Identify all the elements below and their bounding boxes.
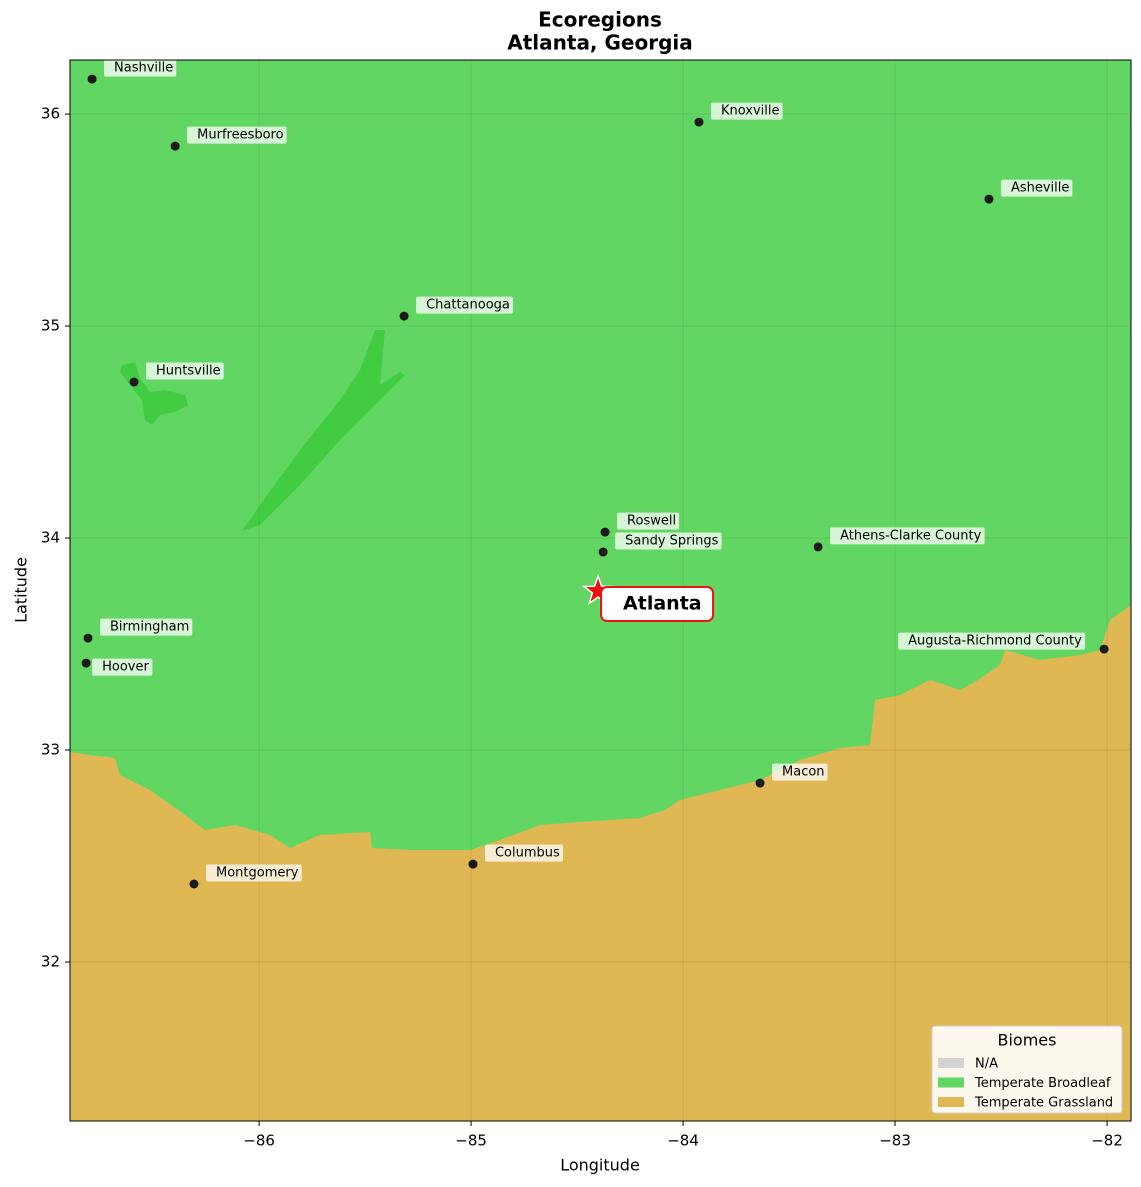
- city-label: Roswell: [627, 514, 676, 529]
- city-label-group: Montgomery: [206, 864, 302, 882]
- city-label-bg: [146, 362, 224, 380]
- city-point: [81, 658, 91, 668]
- legend-swatch: [938, 1097, 964, 1107]
- broadleaf-patch: [120, 362, 188, 425]
- y-tick-label: 33: [41, 741, 60, 759]
- city-point: [129, 377, 139, 387]
- city-label: Hoover: [102, 660, 149, 675]
- city-label-group: Huntsville: [146, 362, 224, 380]
- city-label-bg: [617, 512, 680, 530]
- marks: Nashville Murfreesboro Knoxville Asheville C…: [81, 59, 1109, 889]
- city-label-bg: [104, 59, 177, 77]
- city-label: Murfreesboro: [197, 128, 283, 143]
- city-label-bg: [1000, 179, 1073, 197]
- plot-frame: [69, 59, 1132, 1122]
- city-label: Montgomery: [216, 865, 299, 880]
- city-label: Nashville: [114, 61, 173, 76]
- city-label-group: Murfreesboro: [187, 126, 287, 144]
- city-label-group: Columbus: [484, 844, 564, 862]
- city-label-bg: [416, 296, 513, 314]
- x-tick-label: −86: [243, 1132, 275, 1150]
- city-point: [598, 547, 608, 557]
- city-point: [468, 859, 478, 869]
- city-label: Augusta-Richmond County: [908, 634, 1082, 649]
- city-label-group: Knoxville: [710, 102, 783, 120]
- legend-label: Temperate Broadleaf: [974, 1076, 1111, 1091]
- city-label: Birmingham: [110, 620, 189, 635]
- city-point: [984, 194, 994, 204]
- city-point: [399, 311, 409, 321]
- y-tick-label: 35: [41, 317, 60, 335]
- city-point: [600, 527, 610, 537]
- legend-swatch: [938, 1077, 964, 1088]
- city-point: [189, 879, 199, 889]
- city-label-group: Augusta-Richmond County: [898, 632, 1086, 650]
- x-axis-label: Longitude: [560, 1156, 640, 1175]
- city-label: Asheville: [1011, 181, 1069, 196]
- broadleaf-patch: [242, 330, 405, 531]
- x-tick-label: −83: [879, 1132, 911, 1150]
- city-label-bg: [710, 102, 783, 120]
- city-label-bg: [187, 126, 287, 144]
- city-label-group: Athens-Clarke County: [830, 527, 985, 545]
- y-axis-label: Latitude: [12, 557, 31, 623]
- city-label-group: Asheville: [1000, 179, 1073, 197]
- city-label-group: Chattanooga: [416, 296, 513, 314]
- city-label-group: Nashville: [104, 59, 177, 77]
- city-label: Columbus: [495, 846, 560, 861]
- highlight-label: Atlanta: [623, 593, 702, 615]
- y-tick-label: 32: [41, 953, 60, 971]
- city-label-bg: [898, 632, 1086, 650]
- y-tick-label: 36: [41, 105, 60, 123]
- legend-title: Biomes: [998, 1031, 1057, 1050]
- city-point: [87, 74, 97, 84]
- city-label-bg: [484, 844, 564, 862]
- chart-title: Ecoregions: [538, 8, 662, 32]
- city-label-bg: [100, 618, 193, 636]
- city-point: [83, 633, 93, 643]
- city-label-group: Roswell: [617, 512, 680, 530]
- city-label-bg: [772, 763, 828, 781]
- city-label-group: Macon: [772, 763, 828, 781]
- legend-swatch: [938, 1058, 964, 1068]
- city-label-bg: [92, 658, 153, 676]
- city-label-bg: [615, 532, 722, 550]
- x-tick-label: −84: [667, 1132, 699, 1150]
- city-label-bg: [830, 527, 985, 545]
- city-label-group: Birmingham: [100, 618, 193, 636]
- city-label-bg: [206, 864, 302, 882]
- city-label: Chattanooga: [426, 298, 510, 313]
- x-tick-label: −85: [455, 1132, 487, 1150]
- city-point: [755, 778, 765, 788]
- city-label: Athens-Clarke County: [840, 528, 982, 543]
- city-point: [813, 542, 823, 552]
- city-label-group: Hoover: [92, 658, 153, 676]
- city-label: Huntsville: [156, 364, 221, 379]
- city-point: [170, 141, 180, 151]
- city-label: Knoxville: [721, 104, 780, 119]
- chart-subtitle: Atlanta, Georgia: [507, 31, 693, 55]
- legend-label: N/A: [975, 1057, 998, 1072]
- x-tick-label: −82: [1091, 1132, 1123, 1150]
- legend-box: [931, 1025, 1123, 1114]
- map-area: [70, 60, 1131, 1121]
- highlight-label-bg: [600, 586, 715, 623]
- grassland-region: [70, 605, 1131, 1121]
- city-point: [694, 117, 704, 127]
- city-label: Sandy Springs: [625, 534, 718, 549]
- y-tick-label: 34: [41, 529, 60, 547]
- city-label: Macon: [782, 765, 825, 780]
- city-label-group: Sandy Springs: [615, 532, 722, 550]
- legend-label: Temperate Grassland: [974, 1096, 1113, 1111]
- city-point: [1099, 644, 1109, 654]
